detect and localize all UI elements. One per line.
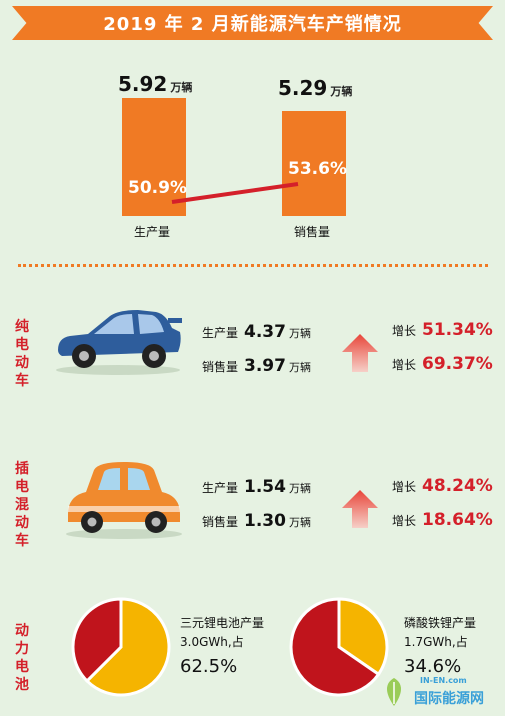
pie1-label: 三元锂电池产量 3.0GWh,占 xyxy=(180,616,265,649)
growth-label-sales: 53.6% xyxy=(288,159,347,179)
watermark-name: 国际能源网 xyxy=(414,691,484,707)
pie-slice-0 xyxy=(84,597,171,697)
leaf-logo-icon xyxy=(387,678,401,706)
bar-value-label-0: 5.92 万辆 xyxy=(118,72,193,96)
phev-production-stat: 生产量 1.54 万辆 xyxy=(202,477,311,497)
phev-section-title: 插电混动车 xyxy=(15,461,29,549)
phev-sales-stat: 销售量 1.30 万辆 xyxy=(202,511,311,531)
watermark: IN-EN.com 国际能源网 xyxy=(378,672,500,712)
bev-growth-1: 增长 51.34% xyxy=(392,320,493,340)
arrow-up-icon xyxy=(342,334,378,372)
pie2-label: 磷酸铁锂产量 1.7GWh,占 xyxy=(404,616,477,649)
blue-car-illustration xyxy=(56,310,182,375)
pie1-text-block: 三元锂电池产量 3.0GWh,占 62.5% xyxy=(180,614,264,677)
growth-line xyxy=(171,182,299,204)
dotted-divider xyxy=(18,264,488,267)
pie-chart-ternary-lithium xyxy=(71,597,171,697)
bar-sales xyxy=(282,110,346,216)
pie2-text-block: 磷酸铁锂产量 1.7GWh,占 34.6% xyxy=(404,614,476,677)
phev-growth-1: 增长 48.24% xyxy=(392,476,493,496)
page-title: 2019 年 2 月新能源汽车产销情况 xyxy=(103,14,402,35)
bev-section-title: 纯电动车 xyxy=(15,319,29,389)
category-label-production: 生产量 xyxy=(134,225,171,239)
bev-growth-2: 增长 69.37% xyxy=(392,354,493,374)
growth-label-production: 50.9% xyxy=(128,178,187,198)
bev-production-stat: 生产量 4.37 万辆 xyxy=(202,322,311,342)
top-bar-chart: 5.92 万辆 5.29 万辆 50.9% 53.6% 生产量 销售量 xyxy=(0,0,505,250)
arrow-up-icon xyxy=(342,490,378,528)
bar-production xyxy=(122,98,186,216)
pie-chart-lfp xyxy=(289,597,389,697)
pie-slice-1 xyxy=(71,597,123,684)
pie1-percent: 62.5% xyxy=(180,656,238,677)
bar-value-label-1: 5.29 万辆 xyxy=(278,76,353,100)
pie-slice-1 xyxy=(289,597,381,697)
watermark-domain: IN-EN.com xyxy=(420,676,467,685)
battery-section-title: 动力电池 xyxy=(15,623,29,693)
pie2-percent: 34.6% xyxy=(404,656,462,677)
category-label-sales: 销售量 xyxy=(294,225,331,239)
orange-car-illustration xyxy=(66,462,182,539)
title-banner: 2019 年 2 月新能源汽车产销情况 xyxy=(12,6,493,40)
bev-sales-stat: 销售量 3.97 万辆 xyxy=(202,356,311,376)
phev-growth-2: 增长 18.64% xyxy=(392,510,493,530)
pie-slice-0 xyxy=(337,597,389,677)
